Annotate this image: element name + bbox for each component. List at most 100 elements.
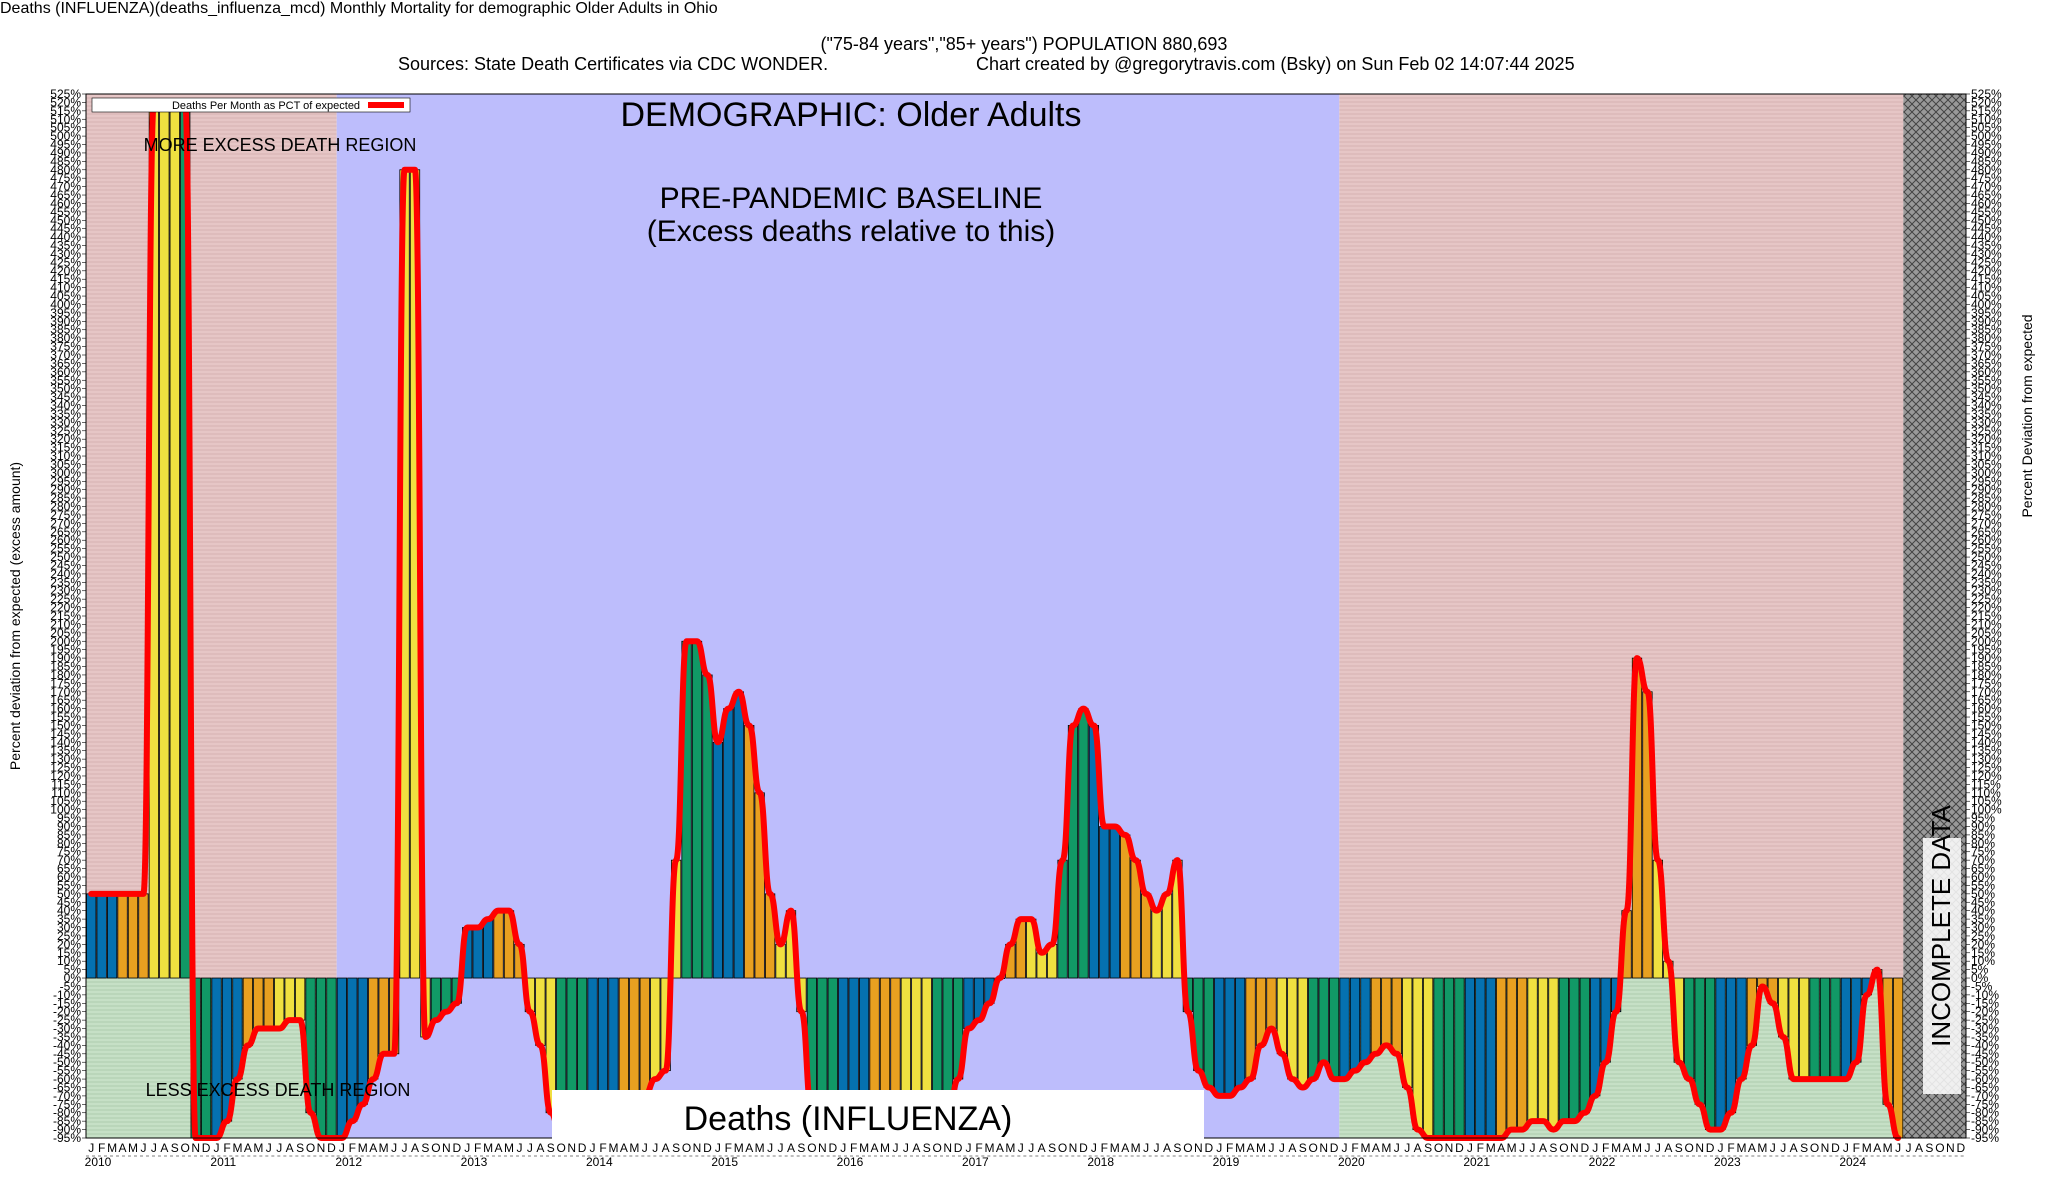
y-tick-label: 120%	[50, 769, 81, 783]
y-tick-label: 275%	[50, 508, 81, 522]
y-tick-label: 270%	[50, 516, 81, 530]
y-tick-label: 55%	[57, 878, 81, 892]
bar	[1819, 977, 1831, 1080]
y-tick-label: 0%	[1971, 971, 1989, 985]
y-tick-label: 240%	[1971, 567, 2002, 581]
x-tick-month: O	[1935, 1141, 1944, 1155]
y-tick-label: 255%	[50, 542, 81, 556]
x-tick-month: M	[734, 1141, 744, 1155]
x-tick-year: 2010	[85, 1155, 112, 1169]
bar	[1579, 977, 1590, 1114]
x-tick-month: J	[1394, 1141, 1400, 1155]
x-tick-month: N	[191, 1141, 200, 1155]
y-tick-label: 55%	[1971, 878, 1995, 892]
x-tick-month: J	[778, 1141, 784, 1155]
y-tick-label: 235%	[1971, 575, 2002, 589]
y-tick-label: 340%	[1971, 399, 2002, 413]
bar	[1496, 977, 1507, 1139]
x-tick-month: D	[1330, 1141, 1339, 1155]
x-tick-month: F	[1853, 1141, 1860, 1155]
x-tick-month: N	[1946, 1141, 1955, 1155]
bar	[294, 977, 306, 1021]
y-tick-label: 165%	[50, 693, 81, 707]
x-tick-month: A	[745, 1141, 753, 1155]
x-tick-month: J	[1780, 1141, 1786, 1155]
x-tick-month: A	[912, 1141, 920, 1155]
x-tick-month: J	[214, 1141, 220, 1155]
x-tick-month: J	[339, 1141, 345, 1155]
x-tick-month: O	[1309, 1141, 1318, 1155]
y-tick-label: 30%	[57, 921, 81, 935]
x-tick-month: S	[1299, 1141, 1307, 1155]
y-tick-label: 225%	[1971, 592, 2002, 606]
bar	[1318, 977, 1329, 1063]
bar	[1078, 708, 1089, 979]
x-tick-year: 2023	[1714, 1155, 1741, 1169]
x-tick-month: M	[1507, 1141, 1517, 1155]
bar	[315, 977, 327, 1139]
x-tick-month: D	[1204, 1141, 1213, 1155]
x-tick-month: A	[1915, 1141, 1923, 1155]
x-tick-month: D	[578, 1141, 587, 1155]
bar	[1506, 977, 1517, 1130]
bar	[1224, 977, 1235, 1097]
y-tick-label: 85%	[1971, 828, 1995, 842]
legend-box	[91, 97, 411, 113]
x-tick-month: D	[828, 1141, 837, 1155]
x-tick-month: F	[1101, 1141, 1108, 1155]
x-tick-month: M	[1110, 1141, 1120, 1155]
chart-subtitle: ("75-84 years","85+ years") POPULATION 8…	[820, 34, 1228, 54]
bar	[1422, 977, 1434, 1139]
y-tick-label: 35%	[57, 912, 81, 926]
y-tick-label: 345%	[1971, 390, 2002, 404]
y-tick-label: -15%	[1971, 996, 1999, 1010]
y-tick-label: 295%	[50, 474, 81, 488]
bar	[1381, 977, 1392, 1046]
x-tick-month: J	[1268, 1141, 1274, 1155]
bar	[1464, 977, 1476, 1139]
bar	[1036, 952, 1047, 979]
x-tick-month: O	[1434, 1141, 1443, 1155]
x-tick-month: D	[1706, 1141, 1715, 1155]
y-tick-label: 20%	[1971, 937, 1995, 951]
y-tick-label: 230%	[1971, 584, 2002, 598]
y-tick-label: 50%	[1971, 887, 1995, 901]
y-tick-label: 500%	[1971, 129, 2002, 143]
y-tick-label: 310%	[50, 449, 81, 463]
y-tick-label: 140%	[1971, 735, 2002, 749]
y-tick-label: 230%	[50, 584, 81, 598]
y-tick-label: 390%	[1971, 314, 2002, 328]
y-tick-label: 385%	[50, 323, 81, 337]
x-tick-month: J	[1644, 1141, 1650, 1155]
y-tick-label: -35%	[1971, 1030, 1999, 1044]
incomplete-data-label: INCOMPLETE DATA	[1926, 804, 1956, 1046]
bar	[775, 943, 786, 979]
y-tick-label: 85%	[57, 828, 81, 842]
y-tick-label: -45%	[1971, 1047, 1999, 1061]
x-tick-month: A	[495, 1141, 503, 1155]
y-tick-label: 250%	[50, 550, 81, 564]
x-tick-month: A	[536, 1141, 544, 1155]
y-tick-label: 330%	[1971, 415, 2002, 429]
bar	[650, 977, 661, 1080]
bar	[1485, 977, 1496, 1139]
y-tick-label: 380%	[50, 331, 81, 345]
bar	[96, 893, 107, 979]
x-tick-month: D	[327, 1141, 336, 1155]
x-tick-month: M	[232, 1141, 242, 1155]
y-tick-label: 15%	[57, 946, 81, 960]
y-tick-label: 375%	[50, 340, 81, 354]
y-tick-label: 210%	[1971, 617, 2002, 631]
bar	[1558, 977, 1570, 1122]
x-tick-month: J	[402, 1141, 408, 1155]
x-tick-month: A	[1623, 1141, 1631, 1155]
bar	[200, 977, 212, 1139]
y-tick-label: 310%	[1971, 449, 2002, 463]
x-tick-month: S	[171, 1141, 179, 1155]
x-tick-month: M	[1360, 1141, 1370, 1155]
x-tick-month: A	[1664, 1141, 1672, 1155]
bar	[1308, 977, 1319, 1080]
y-tick-label: -80%	[1971, 1106, 1999, 1120]
x-tick-month: A	[411, 1141, 419, 1155]
